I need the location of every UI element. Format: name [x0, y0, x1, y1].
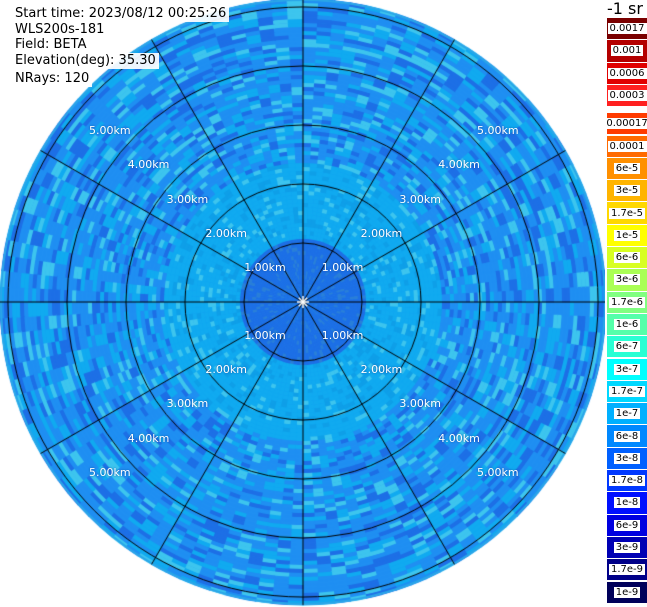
- range-ring-label: 3.00km: [166, 192, 209, 206]
- range-ring-label: 1.00km: [321, 260, 364, 274]
- range-ring-label: 2.00km: [360, 363, 403, 377]
- colorbar-tick-label: 1e-6: [613, 319, 641, 331]
- colorbar-cell-lower-11: 3e-7: [607, 358, 647, 381]
- ppi-scan-canvas[interactable]: [0, 0, 605, 607]
- start-time-label: Start time: 2023/08/12 00:25:26: [12, 6, 230, 22]
- colorbar-tick-label: 1.7e-5: [608, 207, 646, 219]
- colorbar-cell-lower-4: 1.7e-5: [607, 202, 647, 225]
- colorbar-cell-lower-12: 1.7e-7: [607, 380, 647, 404]
- colorbar-tick-label: 0.0017: [607, 23, 647, 35]
- colorbar-cell-lower-8: 1.7e-6: [607, 291, 647, 314]
- colorbar-cell-lower-18: 6e-9: [607, 514, 647, 537]
- range-ring-label: 2.00km: [360, 226, 403, 240]
- colorbar-tick-label: 1.7e-9: [608, 564, 646, 576]
- elevation-label: Elevation(deg): 35.30: [12, 53, 159, 69]
- range-ring-label: 2.00km: [205, 363, 247, 377]
- range-ring-label: 5.00km: [477, 124, 519, 138]
- colorbar-cell-lower-9: 1e-6: [607, 313, 647, 337]
- range-ring-label: 5.00km: [88, 465, 131, 479]
- range-ring-label: 1.00km: [321, 329, 364, 343]
- colorbar-cell-lower-14: 6e-8: [607, 425, 647, 448]
- colorbar-tick-label: 3e-6: [613, 274, 641, 286]
- colorbar-tick-label: 3e-9: [613, 542, 641, 554]
- colorbar-tick-label: 0.0006: [607, 67, 647, 79]
- instrument-label: WLS200s-181: [12, 22, 108, 38]
- colorbar-cell-lower-2: 6e-5: [607, 157, 647, 181]
- colorbar-tick-label: 1.7e-6: [608, 296, 646, 308]
- colorbar-cell-lower-17: 1e-8: [607, 492, 647, 515]
- colorbar-tick-label: 6e-5: [613, 162, 641, 174]
- colorbar-cell-upper-0: 0.0017: [607, 18, 647, 41]
- colorbar-tick-label: 6e-8: [613, 430, 641, 442]
- range-ring-label: 4.00km: [438, 158, 480, 172]
- colorbar-tick-label: 1.7e-7: [608, 385, 646, 397]
- range-ring-label: 3.00km: [166, 397, 209, 411]
- colorbar-unit-title: -1 sr: [607, 0, 643, 18]
- colorbar-cell-upper-1: 0.001: [607, 40, 647, 63]
- colorbar-cell-lower-20: 1.7e-9: [607, 559, 647, 582]
- colorbar-cell-lower-5: 1e-5: [607, 224, 647, 247]
- colorbar-tick-label: 1e-8: [613, 497, 641, 509]
- colorbar-cell-lower-10: 6e-7: [607, 336, 647, 359]
- colorbar-cell-upper-3: 0.0003: [607, 84, 647, 108]
- range-ring-label: 1.00km: [244, 260, 286, 274]
- colorbar-cell-lower-3: 3e-5: [607, 180, 647, 203]
- colorbar-gap: [607, 107, 647, 114]
- colorbar-tick-label: 1e-5: [613, 229, 641, 241]
- colorbar-tick-label: 1e-9: [613, 586, 641, 598]
- colorbar: 0.0017 0.001 0.0006 0.0003 0.00017 0.0001 6e-5…: [604, 18, 647, 607]
- range-ring-label: 5.00km: [88, 124, 131, 138]
- range-ring-label: 5.00km: [477, 465, 519, 479]
- colorbar-tick-label: 6e-9: [613, 519, 641, 531]
- colorbar-cell-lower-13: 1e-7: [607, 403, 647, 426]
- colorbar-tick-label: 0.0003: [607, 90, 647, 102]
- colorbar-tick-label: 0.00017: [604, 118, 647, 130]
- colorbar-cell-lower-16: 1.7e-8: [607, 470, 647, 493]
- colorbar-cell-lower-15: 3e-8: [607, 447, 647, 470]
- colorbar-tick-label: 6e-7: [613, 341, 641, 353]
- colorbar-cell-lower-0: 0.00017: [604, 113, 647, 136]
- colorbar-cell-lower-7: 3e-6: [607, 269, 647, 292]
- colorbar-tick-label: 3e-7: [613, 363, 641, 375]
- colorbar-tick-label: 0.001: [610, 45, 644, 57]
- colorbar-tick-label: 1e-7: [613, 408, 641, 420]
- colorbar-cell-lower-6: 6e-6: [607, 247, 647, 270]
- field-label: Field: BETA: [12, 37, 90, 53]
- colorbar-tick-label: 1.7e-8: [608, 475, 646, 487]
- colorbar-cell-lower-21: 1e-9: [607, 581, 647, 604]
- range-ring-label: 2.00km: [205, 226, 247, 240]
- colorbar-tick-label: 3e-5: [613, 185, 641, 197]
- range-ring-label: 1.00km: [244, 329, 286, 343]
- colorbar-cell-lower-1: 0.0001: [607, 135, 647, 158]
- colorbar-tick-label: 0.0001: [607, 140, 647, 152]
- range-ring-label: 3.00km: [399, 192, 441, 206]
- colorbar-tick-label: 6e-6: [613, 252, 641, 264]
- nrays-label: NRays: 120: [12, 71, 93, 87]
- range-ring-label: 4.00km: [438, 431, 480, 445]
- range-ring-label: 4.00km: [127, 431, 170, 445]
- range-ring-label: 4.00km: [127, 158, 170, 172]
- range-ring-label: 3.00km: [399, 397, 441, 411]
- colorbar-cell-lower-19: 3e-9: [607, 536, 647, 560]
- colorbar-cell-upper-2: 0.0006: [607, 62, 647, 85]
- ppi-display[interactable]: 1.00km 1.00km 1.00km 1.00km 2.00km 2.00km 2.00…: [0, 0, 605, 607]
- colorbar-tick-label: 3e-8: [613, 452, 641, 464]
